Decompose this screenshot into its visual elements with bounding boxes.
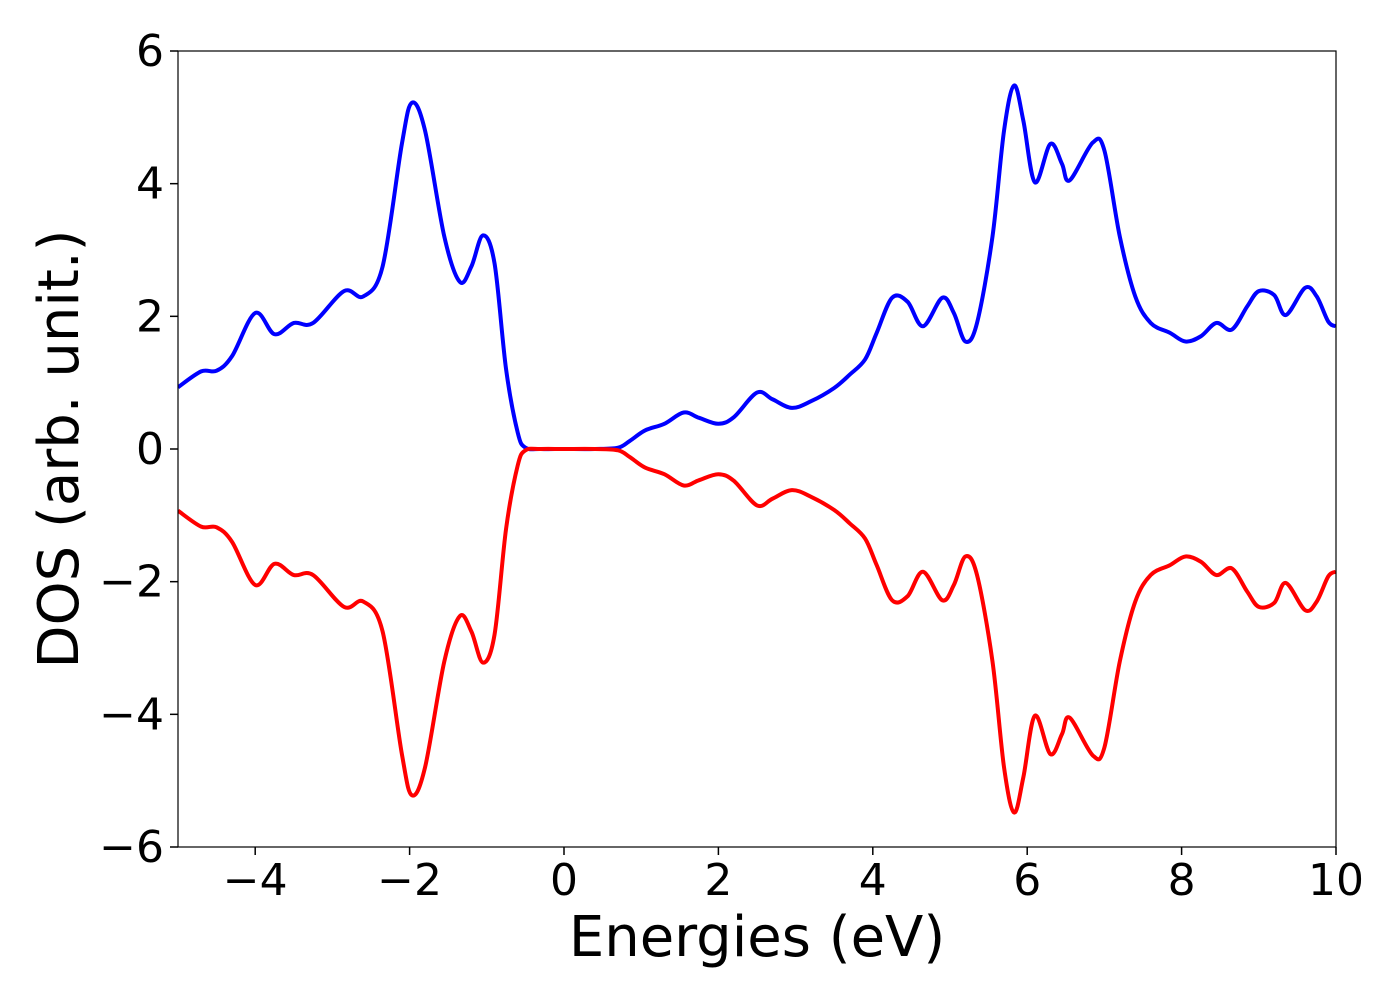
- x-tick-label: −2: [377, 855, 442, 906]
- series-layer: [178, 83, 1336, 815]
- y-tick-label: 0: [136, 424, 164, 475]
- x-tick-label: −4: [223, 855, 288, 906]
- x-tick-label: 0: [550, 855, 578, 906]
- y-tick-label: 6: [136, 26, 164, 77]
- x-tick-label: 10: [1308, 855, 1364, 906]
- y-tick-label: −6: [99, 822, 164, 873]
- y-tick-label: −2: [99, 557, 164, 608]
- series-line-spin-down: [178, 446, 1336, 815]
- x-axis-ticks: −4 −2 0 2 4 6 8 10: [223, 847, 1364, 906]
- x-axis-label: Energies (eV): [569, 905, 945, 970]
- y-tick-label: −4: [99, 689, 164, 740]
- series-line-spin-up: [178, 83, 1336, 452]
- x-tick-label: 6: [1013, 855, 1041, 906]
- x-tick-label: 2: [704, 855, 732, 906]
- x-tick-label: 4: [859, 855, 887, 906]
- y-tick-label: 2: [136, 291, 164, 342]
- plot-frame: [177, 50, 1337, 848]
- x-tick-label: 8: [1168, 855, 1196, 906]
- y-tick-label: 4: [136, 159, 164, 210]
- y-axis-label: DOS (arb. unit.): [27, 229, 92, 668]
- y-axis-ticks: −6 −4 −2 0 2 4 6: [99, 26, 178, 873]
